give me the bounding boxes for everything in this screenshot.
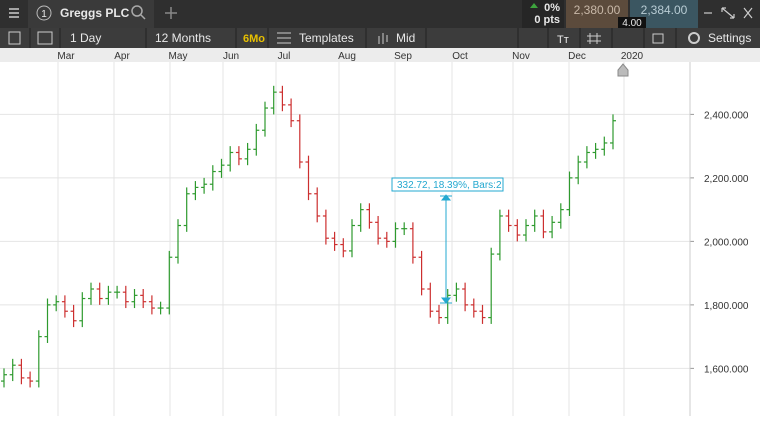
- window-tool[interactable]: [652, 33, 664, 44]
- grid-tool[interactable]: [587, 33, 601, 44]
- templates-icon: [277, 32, 291, 44]
- y-tick-label: 2,200.000: [704, 174, 749, 185]
- change-pct: 0%: [544, 2, 560, 14]
- menu-icon[interactable]: [9, 8, 19, 18]
- price-type[interactable]: Mid: [396, 31, 415, 45]
- sell-button[interactable]: [566, 0, 628, 28]
- text-tool[interactable]: Tт: [557, 34, 569, 46]
- y-tick-label: 1,800.000: [704, 301, 749, 312]
- sell-price: 2,380.00: [574, 3, 621, 17]
- list-icon[interactable]: [8, 31, 21, 45]
- add-tab[interactable]: [165, 7, 177, 19]
- y-tick-label: 1,600.000: [704, 364, 749, 375]
- range[interactable]: 12 Months: [155, 31, 211, 45]
- templates[interactable]: Templates: [299, 31, 354, 45]
- month-label: May: [169, 51, 188, 62]
- month-label: 2020: [621, 51, 644, 62]
- measure-arrow: [440, 194, 452, 304]
- y-tick-label: 2,000.000: [704, 237, 749, 248]
- instrument-name: Greggs PLC: [60, 6, 130, 20]
- tab-circle: [36, 5, 52, 21]
- layout-icon[interactable]: [37, 31, 53, 45]
- annotation: 332.72, 18.39%, Bars:2: [397, 180, 502, 191]
- latest-marker: [617, 63, 629, 77]
- tab-number: 1: [41, 9, 47, 20]
- plot-area: [0, 62, 690, 416]
- change-box: [522, 0, 564, 28]
- change-pts: 0 pts: [534, 14, 560, 26]
- spread: 4.00: [622, 18, 642, 29]
- buy-price: 2,384.00: [641, 3, 688, 17]
- month-label: Aug: [338, 51, 356, 62]
- settings[interactable]: Settings: [708, 31, 751, 45]
- toolbar: [0, 28, 760, 48]
- month-label: Jul: [278, 51, 291, 62]
- up-arrow: [530, 3, 538, 8]
- month-label: Dec: [568, 51, 586, 62]
- search-icon[interactable]: [131, 5, 146, 20]
- y-tick-label: 2,400.000: [704, 110, 749, 121]
- month-label: Oct: [452, 51, 468, 62]
- month-label: Apr: [114, 51, 130, 62]
- month-label: Jun: [223, 51, 239, 62]
- interval[interactable]: 1 Day: [70, 31, 101, 45]
- month-axis: [0, 48, 760, 62]
- annotation-box: [391, 177, 504, 192]
- period-badge[interactable]: 6Mo: [243, 33, 265, 45]
- spread-box: [618, 17, 646, 29]
- window-controls[interactable]: [704, 7, 753, 19]
- settings-icon[interactable]: [688, 32, 700, 44]
- month-label: Sep: [394, 51, 412, 62]
- price-type-icon: [378, 33, 388, 44]
- month-label: Mar: [57, 51, 75, 62]
- month-label: Nov: [512, 51, 530, 62]
